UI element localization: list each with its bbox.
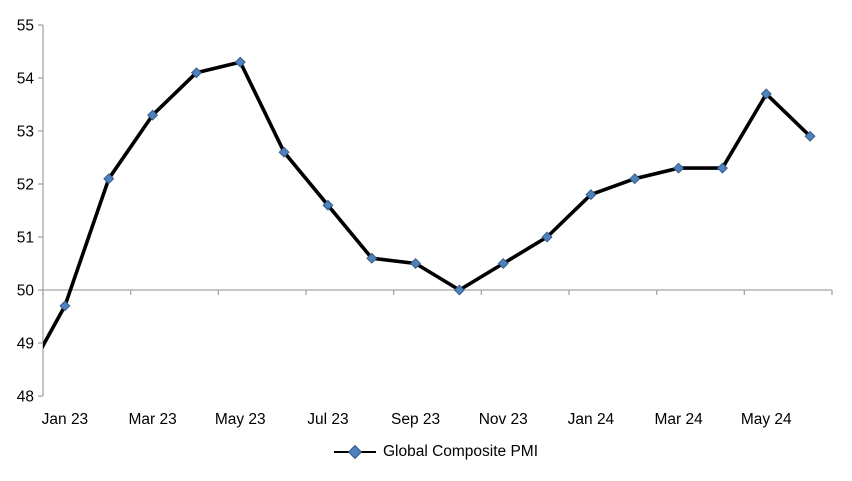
- x-axis-label: Sep 23: [391, 411, 440, 428]
- data-point-marker: [234, 56, 246, 68]
- y-axis-label: 48: [17, 389, 34, 406]
- data-point-marker: [190, 67, 202, 79]
- x-axis-label: Mar 24: [654, 411, 703, 428]
- y-axis-label: 52: [17, 177, 34, 194]
- series-line: [43, 60, 812, 350]
- data-point-marker: [453, 284, 465, 296]
- y-axis-label: 49: [17, 336, 34, 353]
- data-point-marker: [278, 146, 290, 158]
- x-axis-label: Jul 23: [307, 411, 348, 428]
- data-point-marker: [322, 199, 334, 211]
- data-point-marker: [716, 162, 728, 174]
- data-point-marker: [629, 173, 641, 185]
- data-point-marker: [760, 88, 772, 100]
- data-point-marker: [59, 300, 71, 312]
- data-point-marker: [673, 162, 685, 174]
- x-axis-label: Jan 23: [42, 411, 89, 428]
- x-axis-label: Nov 23: [479, 411, 528, 428]
- y-axis-label: 50: [17, 283, 35, 300]
- y-axis-label: 53: [17, 124, 34, 141]
- y-axis-label: 54: [17, 71, 35, 88]
- y-axis-label: 51: [17, 230, 34, 247]
- data-point-marker: [497, 257, 509, 270]
- data-point-marker: [103, 173, 115, 185]
- x-axis-label: May 24: [741, 411, 792, 428]
- x-axis-label: May 23: [215, 411, 266, 428]
- data-point-marker: [366, 252, 378, 264]
- x-axis-label: Mar 23: [128, 411, 176, 428]
- data-point-marker: [410, 257, 422, 270]
- y-axis-label: 55: [17, 18, 34, 35]
- data-point-marker: [804, 130, 816, 142]
- data-point-marker: [147, 109, 159, 121]
- x-axis-label: Jan 24: [568, 411, 615, 428]
- data-point-marker: [541, 231, 553, 243]
- data-point-marker: [585, 189, 597, 201]
